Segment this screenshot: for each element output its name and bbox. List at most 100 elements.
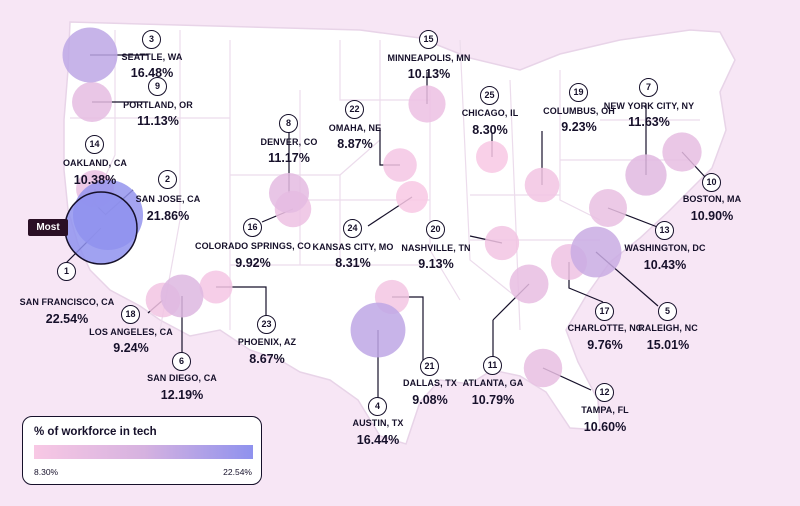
legend-title: % of workforce in tech (34, 426, 157, 438)
rank-badge: 10 (702, 173, 721, 192)
city-bubble (199, 270, 233, 304)
city-bubble (62, 27, 118, 83)
city-percentage: 9.92% (235, 256, 271, 270)
legend-gradient-bar (34, 445, 253, 459)
city-bubble (523, 348, 563, 388)
city-bubble (395, 180, 429, 214)
city-percentage: 8.31% (335, 256, 371, 270)
city-name: KANSAS CITY, MO (312, 242, 394, 252)
legend-max-label: 22.54% (223, 467, 252, 477)
city-percentage: 12.19% (160, 388, 204, 402)
city-bubble (509, 264, 549, 304)
rank-badge: 17 (595, 302, 614, 321)
rank-badge: 4 (368, 397, 387, 416)
city-bubble (484, 225, 520, 261)
rank-badge: 7 (639, 78, 658, 97)
city-percentage: 10.38% (73, 173, 117, 187)
rank-badge: 6 (172, 352, 191, 371)
city-percentage: 10.60% (583, 420, 627, 434)
city-name: MINNEAPOLIS, MN (387, 53, 471, 63)
city-percentage: 10.90% (690, 209, 734, 223)
city-bubble (160, 274, 204, 318)
city-bubbles (62, 27, 702, 388)
city-percentage: 9.24% (113, 341, 149, 355)
city-bubble (383, 148, 417, 182)
rank-badge: 2 (158, 170, 177, 189)
city-bubble (625, 154, 667, 196)
city-name: OAKLAND, CA (62, 158, 128, 168)
city-percentage: 10.79% (471, 393, 515, 407)
rank-badge: 21 (420, 357, 439, 376)
city-name: NASHVILLE, TN (401, 243, 471, 253)
rank-badge: 16 (243, 218, 262, 237)
city-bubble (268, 172, 310, 214)
city-name: CHARLOTTE, NC (567, 323, 643, 333)
city-name: SEATTLE, WA (121, 52, 183, 62)
city-name: AUSTIN, TX (352, 418, 404, 428)
city-percentage: 10.13% (407, 67, 451, 81)
rank-badge: 14 (85, 135, 104, 154)
city-percentage: 11.63% (628, 115, 670, 129)
city-name: SAN DIEGO, CA (147, 373, 217, 383)
rank-badge: 20 (426, 220, 445, 239)
city-bubble (72, 82, 112, 122)
city-percentage: 10.43% (643, 258, 687, 272)
rank-badge: 1 (57, 262, 76, 281)
city-name: OMAHA, NE (328, 123, 382, 133)
city-percentage: 15.01% (646, 338, 690, 352)
legend: % of workforce in tech 8.30% 22.54% (22, 416, 262, 485)
city-percentage: 9.13% (418, 257, 454, 271)
city-bubble (350, 302, 406, 358)
rank-badge: 24 (343, 219, 362, 238)
city-name: SAN JOSE, CA (135, 194, 201, 204)
city-percentage: 11.17% (268, 151, 310, 165)
rank-badge: 22 (345, 100, 364, 119)
city-name: TAMPA, FL (581, 405, 629, 415)
city-percentage: 8.87% (337, 137, 373, 151)
city-percentage: 21.86% (146, 209, 190, 223)
city-percentage: 11.13% (137, 114, 179, 128)
rank-badge: 12 (595, 383, 614, 402)
rank-badge: 18 (121, 305, 140, 324)
rank-badge: 8 (279, 114, 298, 133)
city-name: PHOENIX, AZ (237, 337, 297, 347)
city-percentage: 9.76% (587, 338, 623, 352)
city-name: CHICAGO, IL (461, 108, 519, 118)
city-bubble (570, 226, 622, 278)
rank-badge: 19 (569, 83, 588, 102)
city-name: NEW YORK CITY, NY (603, 101, 695, 111)
city-percentage: 8.30% (472, 123, 508, 137)
city-name: SAN FRANCISCO, CA (19, 297, 115, 307)
city-name: DALLAS, TX (403, 378, 457, 388)
city-name: PORTLAND, OR (123, 100, 193, 110)
city-bubble (476, 141, 508, 173)
rank-badge: 25 (480, 86, 499, 105)
city-bubble (589, 189, 627, 227)
rank-badge: 15 (419, 30, 438, 49)
city-percentage: 22.54% (45, 312, 89, 326)
rank-badge: 9 (148, 77, 167, 96)
rank-badge: 3 (142, 30, 161, 49)
most-tag: Most (28, 219, 68, 236)
city-bubble (408, 85, 446, 123)
city-percentage: 8.67% (249, 352, 285, 366)
rank-badge: 13 (655, 221, 674, 240)
city-name: ATLANTA, GA (462, 378, 524, 388)
city-bubble (662, 132, 702, 172)
legend-min-label: 8.30% (34, 467, 59, 477)
rank-badge: 23 (257, 315, 276, 334)
city-name: RALEIGH, NC (638, 323, 698, 333)
city-percentage: 9.23% (561, 120, 597, 134)
city-percentage: 16.44% (356, 433, 400, 447)
rank-badge: 11 (483, 356, 502, 375)
city-percentage: 16.48% (130, 66, 174, 80)
city-name: COLUMBUS, OH (543, 106, 615, 116)
city-bubble (524, 167, 560, 203)
city-name: LOS ANGELES, CA (89, 327, 173, 337)
city-name: WASHINGTON, DC (624, 243, 706, 253)
city-name: COLORADO SPRINGS, CO (194, 241, 311, 251)
city-percentage: 9.08% (412, 393, 448, 407)
city-name: BOSTON, MA (682, 194, 742, 204)
city-name: DENVER, CO (260, 137, 318, 147)
